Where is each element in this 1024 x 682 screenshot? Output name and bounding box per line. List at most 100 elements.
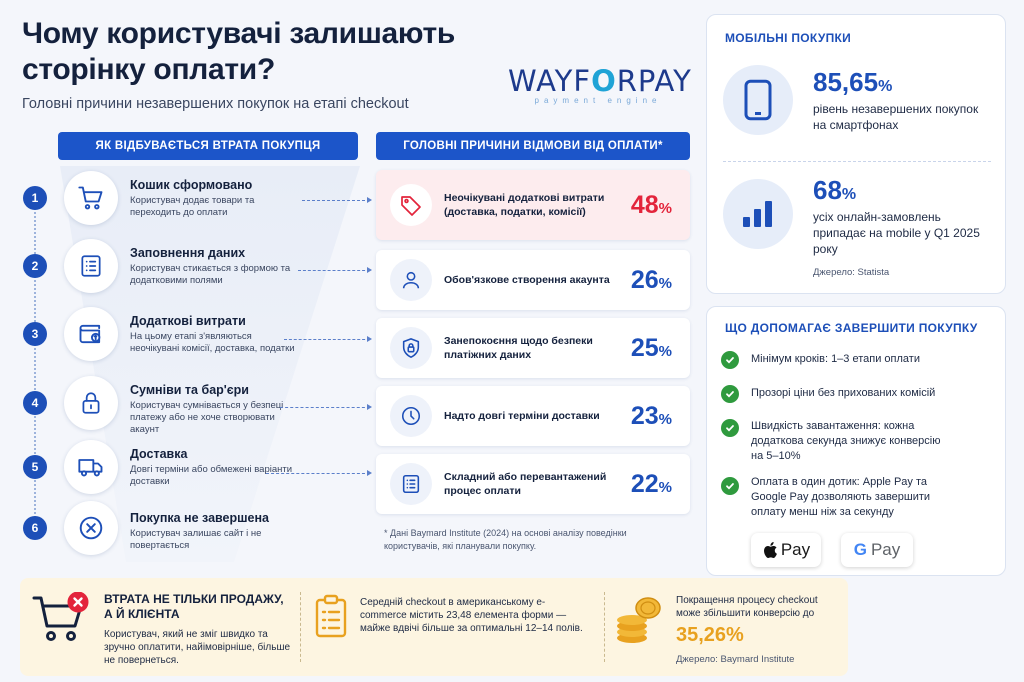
step-5: Доставка Довгі терміни або обмежені варі… bbox=[130, 447, 300, 488]
page-title: Чому користувачі залишають сторінку опла… bbox=[22, 17, 456, 86]
step-title: Покупка не завершена bbox=[130, 511, 270, 525]
reason-card: Надто довгі терміни доставки 23% bbox=[376, 386, 690, 446]
step-4: Сумніви та бар'єри Користувач сумніваєть… bbox=[130, 383, 300, 436]
arrow-connector bbox=[302, 196, 372, 203]
reason-text: Обов'язкове створення акаунта bbox=[444, 274, 610, 286]
mobile-panel-title: МОБІЛЬНІ ПОКУПКИ bbox=[725, 31, 852, 45]
apple-pay-badge: Pay bbox=[751, 533, 821, 567]
step-title: Заповнення даних bbox=[130, 246, 246, 260]
banner-source: Джерело: Baymard Institute bbox=[676, 654, 795, 665]
clock-icon bbox=[390, 395, 432, 437]
help-item: Прозорі ціни без прихованих комісій bbox=[751, 387, 936, 399]
mobile-stat-1-value: 85,65% bbox=[813, 67, 893, 97]
step-desc: Довгі терміни або обмежені варіанти дост… bbox=[130, 464, 293, 487]
step-desc: Користувач додає товари та переходить до… bbox=[130, 195, 255, 218]
cart-remove-icon bbox=[32, 591, 92, 649]
banner-divider bbox=[300, 592, 301, 662]
wayforpay-logo: WAYFORPAY payment engine bbox=[508, 64, 692, 105]
reasons-header: ГОЛОВНІ ПРИЧИНИ ВІДМОВИ ВІД ОПЛАТИ* bbox=[376, 132, 690, 160]
arrow-connector bbox=[280, 403, 372, 410]
reason-card: Складний або перевантажений процес оплат… bbox=[376, 454, 690, 514]
page-subtitle: Головні причини незавершених покупок на … bbox=[22, 96, 409, 112]
help-item: Оплата в один дотик: Apple Pay та Google… bbox=[751, 476, 931, 518]
banner-divider bbox=[604, 592, 605, 662]
step-2: Заповнення даних Користувач стикається з… bbox=[130, 246, 300, 287]
funnel-shape bbox=[60, 166, 360, 562]
reason-text: Занепокоєння щодо безпеки платіжних дани… bbox=[444, 335, 593, 361]
user-icon bbox=[390, 259, 432, 301]
step-number: 5 bbox=[23, 455, 47, 479]
logo-tagline: payment engine bbox=[534, 96, 662, 105]
mobile-stat-1-desc: рівень незавершених покупок на смартфона… bbox=[813, 102, 979, 132]
reason-percent: 22% bbox=[630, 469, 672, 498]
coins-icon bbox=[614, 596, 664, 653]
mobile-stat-2-desc: усіх онлайн-замовлень припадає на mobile… bbox=[813, 210, 980, 256]
step-desc: Користувач сумнівається у безпеці платеж… bbox=[130, 400, 284, 435]
step-number: 4 bbox=[23, 391, 47, 415]
mobile-panel: МОБІЛЬНІ ПОКУПКИ 85,65% рівень незаверше… bbox=[706, 14, 1006, 294]
step-number: 1 bbox=[23, 186, 47, 210]
x-circle-icon bbox=[64, 501, 118, 555]
step-desc: Користувач залишає сайт і не повертаєтьс… bbox=[130, 528, 262, 551]
step-6: Покупка не завершена Користувач залишає … bbox=[130, 511, 300, 552]
step-3: Додаткові витрати На цьому етапі з'являю… bbox=[130, 314, 300, 355]
arrow-connector bbox=[298, 266, 372, 273]
logo-wordmark: WAYFORPAY bbox=[508, 64, 692, 98]
google-pay-label: Pay bbox=[870, 540, 901, 559]
footnote: * Дані Baymard Institute (2024) на основ… bbox=[384, 528, 627, 551]
check-icon bbox=[721, 351, 739, 369]
truck-icon bbox=[64, 440, 118, 494]
reason-percent: 25% bbox=[630, 333, 672, 362]
reason-percent: 48% bbox=[630, 190, 672, 219]
form-icon bbox=[64, 239, 118, 293]
help-item: Мінімум кроків: 1–3 етапи оплати bbox=[751, 353, 920, 365]
banner-text-2: Середній checkout в американському e-com… bbox=[360, 597, 583, 634]
wallet-icon bbox=[64, 307, 118, 361]
lock-icon bbox=[64, 376, 118, 430]
reason-percent: 23% bbox=[630, 401, 672, 430]
step-title: Кошик сформовано bbox=[130, 178, 253, 192]
step-number: 6 bbox=[23, 516, 47, 540]
help-panel: ЩО ДОПОМАГАЄ ЗАВЕРШИТИ ПОКУПКУ Мінімум к… bbox=[706, 306, 1006, 576]
timeline-line bbox=[34, 196, 36, 526]
arrow-connector bbox=[284, 335, 372, 342]
funnel-header: ЯК ВІДБУВАЄТЬСЯ ВТРАТА ПОКУПЦЯ bbox=[58, 132, 358, 160]
banner-text-3: Покращення процесу checkout може збільши… bbox=[676, 595, 818, 619]
reason-percent: 26% bbox=[630, 265, 672, 294]
mobile-source: Джерело: Statista bbox=[813, 267, 890, 278]
cart-icon bbox=[64, 171, 118, 225]
banner-text-1: Користувач, який не зміг швидко та зручн… bbox=[104, 629, 291, 666]
reason-card: Обов'язкове створення акаунта 26% bbox=[376, 250, 690, 310]
step-title: Сумніви та бар'єри bbox=[130, 383, 249, 397]
step-title: Доставка bbox=[130, 447, 188, 461]
divider bbox=[723, 161, 991, 162]
help-item: Швидкість завантаження: кожна додаткова … bbox=[751, 420, 941, 462]
banner-percent: 35,26% bbox=[676, 624, 744, 646]
reason-text: Неочікувані додаткові витрати (доставка,… bbox=[444, 192, 605, 218]
apple-pay-label: Pay bbox=[780, 540, 811, 559]
mobile-stat-2-value: 68% bbox=[813, 175, 857, 205]
step-title: Додаткові витрати bbox=[130, 314, 246, 328]
reason-text: Надто довгі терміни доставки bbox=[444, 410, 600, 422]
bottom-banner bbox=[20, 578, 848, 676]
google-g-icon: G bbox=[853, 540, 867, 559]
step-number: 3 bbox=[23, 322, 47, 346]
reason-card: Занепокоєння щодо безпеки платіжних дани… bbox=[376, 318, 690, 378]
google-pay-badge: G Pay bbox=[841, 533, 913, 567]
step-number: 2 bbox=[23, 254, 47, 278]
step-desc: Користувач стикається з формою та додатк… bbox=[130, 263, 291, 286]
banner-title: ВТРАТА НЕ ТІЛЬКИ ПРОДАЖУ, А Й КЛІЄНТА bbox=[104, 592, 284, 621]
help-panel-title: ЩО ДОПОМАГАЄ ЗАВЕРШИТИ ПОКУПКУ bbox=[725, 321, 978, 335]
arrow-connector bbox=[266, 469, 372, 476]
bar-chart-icon bbox=[723, 179, 793, 249]
check-icon bbox=[721, 477, 739, 495]
step-1: Кошик сформовано Користувач додає товари… bbox=[130, 178, 300, 219]
apple-icon bbox=[763, 542, 777, 558]
smartphone-icon bbox=[723, 65, 793, 135]
step-desc: На цьому етапі з'являються неочікувані к… bbox=[130, 331, 295, 354]
list-icon bbox=[390, 463, 432, 505]
tag-icon bbox=[390, 184, 432, 226]
reason-card: Неочікувані додаткові витрати (доставка,… bbox=[376, 170, 690, 240]
reason-text: Складний або перевантажений процес оплат… bbox=[444, 471, 607, 497]
clipboard-icon bbox=[314, 594, 348, 643]
